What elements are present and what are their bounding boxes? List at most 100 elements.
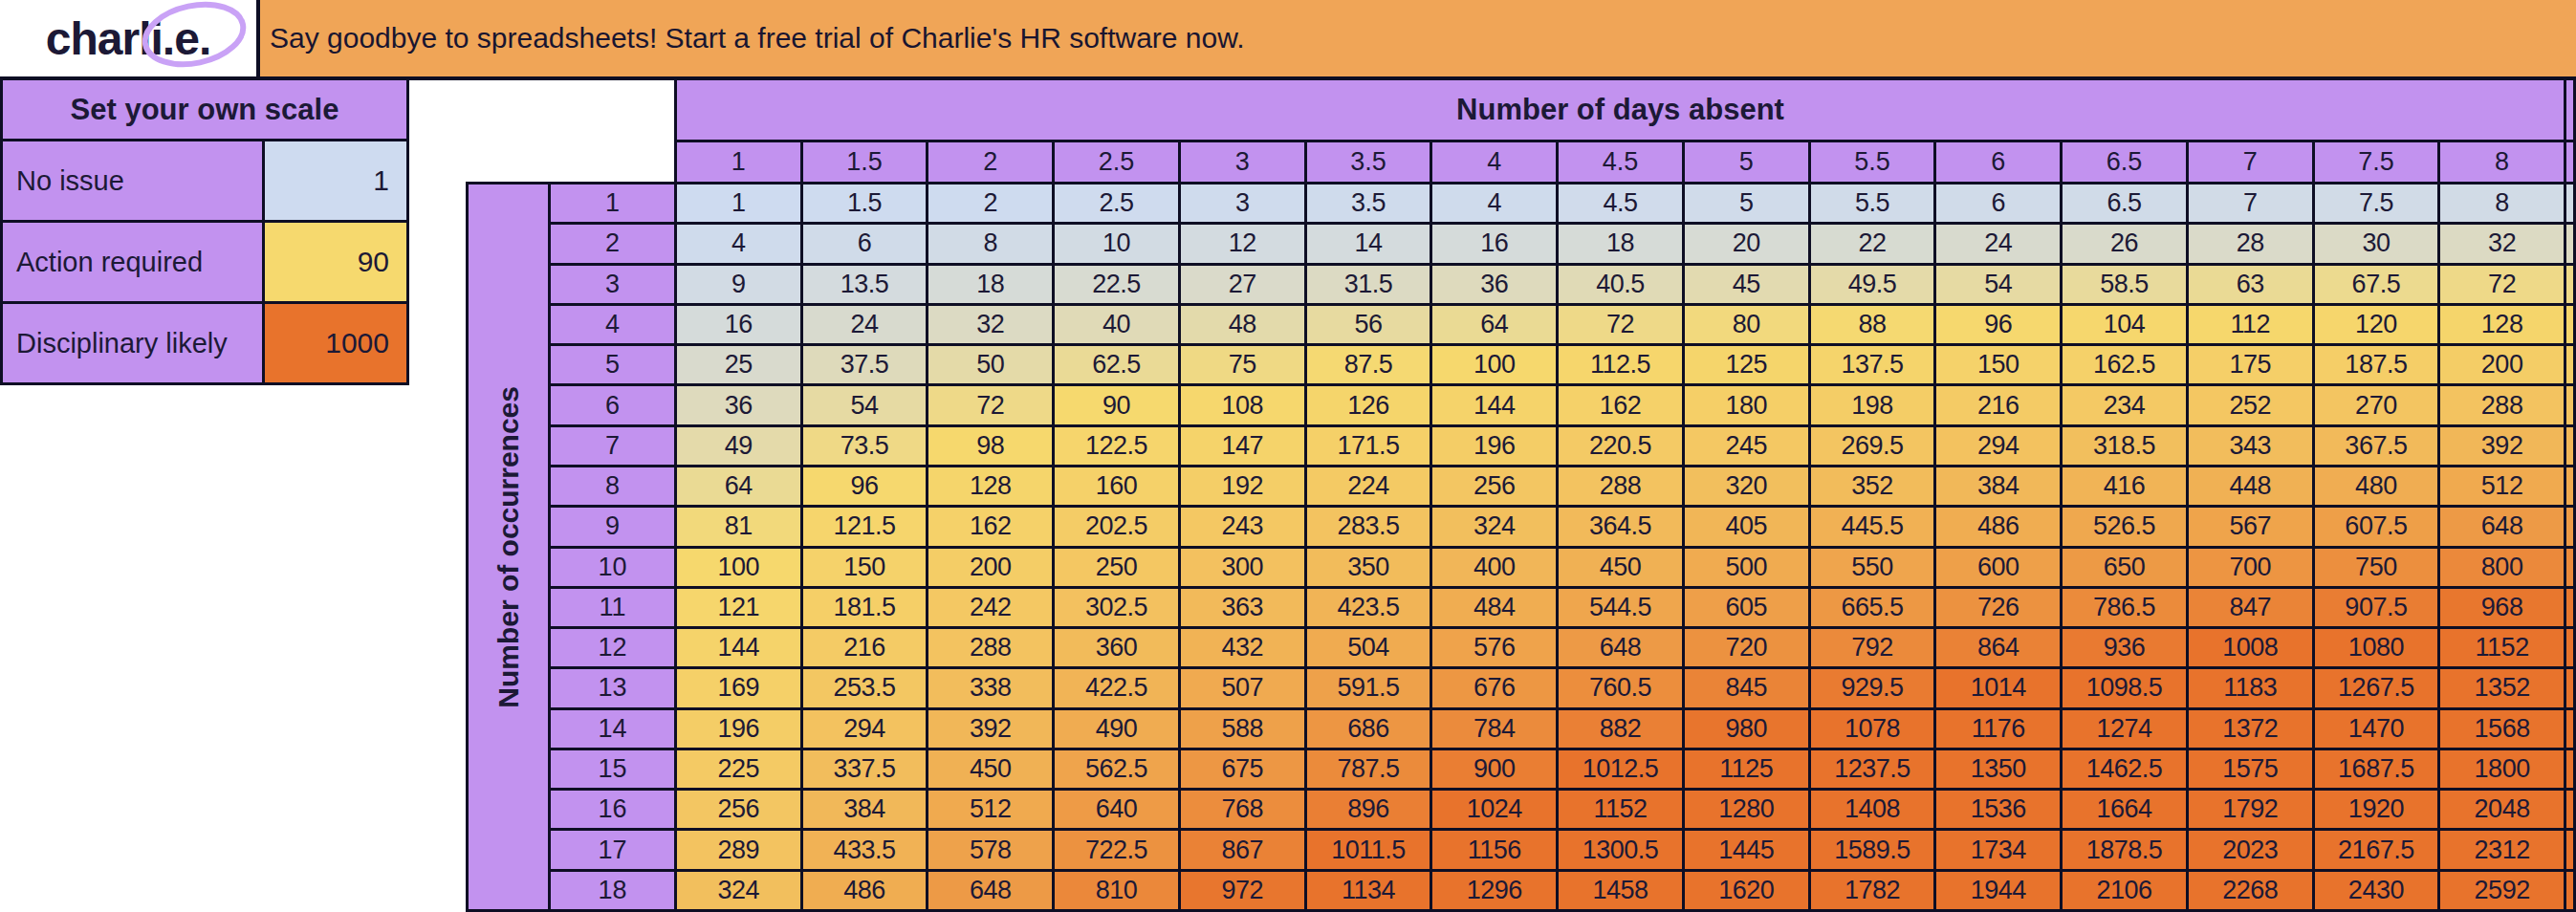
bradford-cell: 400 [1432, 549, 1556, 586]
bradford-cell: 792 [1811, 629, 1934, 666]
bradford-cell: 162 [928, 508, 1052, 545]
bradford-cell: 30 [2315, 225, 2438, 262]
bradford-cell: 1098.5 [2063, 669, 2186, 706]
bradford-cell: 1782 [1811, 872, 1934, 909]
bradford-cell: 1152 [1559, 791, 1682, 828]
bradford-cell: 896 [1307, 791, 1430, 828]
bradford-cell: 512 [928, 791, 1052, 828]
bradford-cell: 544.5 [1559, 589, 1682, 626]
bradford-cell: 300 [1181, 549, 1304, 586]
bradford-cell: 2 [928, 185, 1052, 222]
charlie-logo[interactable]: charli.e. [46, 12, 210, 65]
bradford-cell: 640 [1055, 791, 1178, 828]
bradford-cell: 1920 [2315, 791, 2438, 828]
bradford-cell: 224 [1307, 467, 1430, 505]
day-col-header: 2 [928, 142, 1052, 182]
bradford-cell: 337.5 [803, 750, 927, 788]
edge-sliver-cell [2566, 467, 2573, 505]
bradford-cell: 500 [1685, 549, 1808, 586]
bradford-cell: 867 [1181, 831, 1304, 868]
occurrence-row-header: 16 [551, 791, 674, 828]
day-col-header: 7 [2189, 142, 2312, 182]
bradford-cell: 5.5 [1811, 185, 1934, 222]
scale-label-no-issue: No issue [3, 141, 262, 220]
bradford-cell: 144 [677, 629, 800, 666]
bradford-cell: 2.5 [1055, 185, 1178, 222]
bradford-cell: 343 [2189, 427, 2312, 465]
bradford-cell: 169 [677, 669, 800, 706]
bradford-cell: 180 [1685, 386, 1808, 423]
bradford-cell: 845 [1685, 669, 1808, 706]
bradford-cell: 324 [677, 872, 800, 909]
bradford-cell: 4 [1432, 185, 1556, 222]
bradford-cell: 422.5 [1055, 669, 1178, 706]
edge-sliver-cell [2566, 669, 2573, 706]
bradford-cell: 302.5 [1055, 589, 1178, 626]
bradford-cell: 64 [677, 467, 800, 505]
bradford-cell: 384 [803, 791, 927, 828]
bradford-cell: 1352 [2440, 669, 2564, 706]
bradford-cell: 686 [1307, 710, 1430, 748]
bradford-cell: 125 [1685, 346, 1808, 383]
bradford-cell: 338 [928, 669, 1052, 706]
bradford-cell: 318.5 [2063, 427, 2186, 465]
bradford-cell: 1 [677, 185, 800, 222]
bradford-cell: 200 [2440, 346, 2564, 383]
bradford-cell: 675 [1181, 750, 1304, 788]
bradford-cell: 288 [928, 629, 1052, 666]
banner-text: Say goodbye to spreadsheets! Start a fre… [270, 22, 1245, 54]
bradford-cell: 486 [1936, 508, 2060, 545]
bradford-cell: 676 [1432, 669, 1556, 706]
bradford-cell: 1176 [1936, 710, 2060, 748]
bradford-cell: 40 [1055, 306, 1178, 343]
bradford-cell: 245 [1685, 427, 1808, 465]
bradford-cell: 120 [2315, 306, 2438, 343]
edge-sliver-cell [2566, 791, 2573, 828]
bradford-cell: 1274 [2063, 710, 2186, 748]
bradford-cell: 760.5 [1559, 669, 1682, 706]
bradford-cell: 32 [928, 306, 1052, 343]
bradford-cell: 445.5 [1811, 508, 1934, 545]
day-col-header: 8 [2440, 142, 2564, 182]
bradford-cell: 96 [803, 467, 927, 505]
occurrence-row-header: 9 [551, 508, 674, 545]
free-trial-cta[interactable]: Say goodbye to spreadsheets! Start a fre… [260, 0, 2576, 76]
bradford-cell: 20 [1685, 225, 1808, 262]
bradford-cell: 1300.5 [1559, 831, 1682, 868]
bradford-cell: 49 [677, 427, 800, 465]
bradford-cell: 250 [1055, 549, 1178, 586]
bradford-cell: 162 [1559, 386, 1682, 423]
occurrence-row-header: 3 [551, 266, 674, 303]
bradford-cell: 45 [1685, 266, 1808, 303]
bradford-cell: 8 [928, 225, 1052, 262]
bradford-cell: 968 [2440, 589, 2564, 626]
bradford-cell: 18 [1559, 225, 1682, 262]
bradford-cell: 1445 [1685, 831, 1808, 868]
edge-sliver-cell [2566, 427, 2573, 465]
bradford-cell: 181.5 [803, 589, 927, 626]
bradford-cell: 88 [1811, 306, 1934, 343]
scale-value-disciplinary-likely[interactable]: 1000 [265, 304, 406, 382]
bradford-cell: 150 [1936, 346, 2060, 383]
bradford-cell: 24 [1936, 225, 2060, 262]
edge-sliver-cell [2566, 306, 2573, 343]
bradford-cell: 253.5 [803, 669, 927, 706]
bradford-cell: 1664 [2063, 791, 2186, 828]
edge-sliver-cell [2566, 386, 2573, 423]
bradford-cell: 432 [1181, 629, 1304, 666]
bradford-cell: 936 [2063, 629, 2186, 666]
bradford-cell: 1458 [1559, 872, 1682, 909]
bradford-cell: 225 [677, 750, 800, 788]
bradford-cell: 22.5 [1055, 266, 1178, 303]
bradford-cell: 929.5 [1811, 669, 1934, 706]
bradford-cell: 6 [803, 225, 927, 262]
bradford-cell: 283.5 [1307, 508, 1430, 545]
bradford-cell: 484 [1432, 589, 1556, 626]
scale-value-no-issue[interactable]: 1 [265, 141, 406, 220]
bradford-cell: 4 [677, 225, 800, 262]
edge-sliver-cell [2566, 225, 2573, 262]
bradford-cell: 1568 [2440, 710, 2564, 748]
bradford-cell: 8 [2440, 185, 2564, 222]
scale-value-action-required[interactable]: 90 [265, 223, 406, 301]
bradford-cell: 96 [1936, 306, 2060, 343]
